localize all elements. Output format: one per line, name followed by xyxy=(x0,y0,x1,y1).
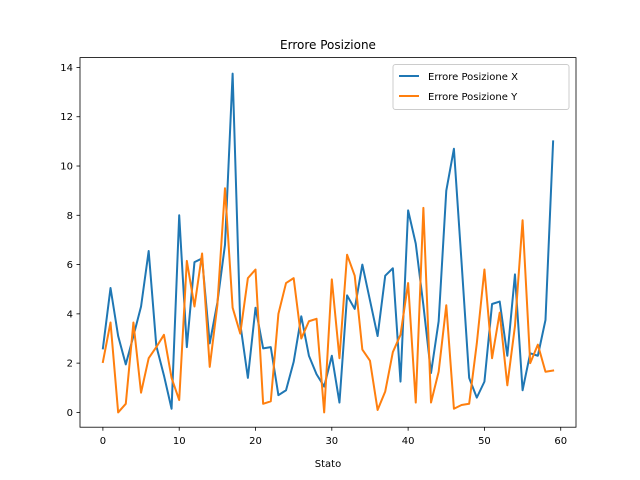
x-tick-label: 0 xyxy=(100,436,106,447)
y-tick-label: 10 xyxy=(60,162,73,173)
y-tick-label: 6 xyxy=(67,260,73,271)
x-tick-label: 40 xyxy=(402,436,415,447)
x-tick-label: 50 xyxy=(478,436,491,447)
chart-title: Errore Posizione xyxy=(280,38,376,52)
plot-lines xyxy=(101,72,555,414)
x-axis-label: Stato xyxy=(315,459,341,470)
x-tick-label: 30 xyxy=(325,436,338,447)
legend-box xyxy=(392,64,570,110)
y-tick-label: 14 xyxy=(60,63,73,74)
y-tick-label: 8 xyxy=(67,211,73,222)
series-line-2 xyxy=(101,187,555,414)
y-tick-label: 4 xyxy=(67,309,73,320)
y-axis-ticks: 0 2 4 6 8 10 12 14 xyxy=(60,63,80,419)
x-tick-label: 20 xyxy=(249,436,262,447)
legend: Errore Posizione X Errore Posizione Y xyxy=(392,64,570,110)
y-tick-label: 12 xyxy=(60,112,73,123)
legend-label-1: Errore Posizione X xyxy=(428,72,518,83)
plot-frame xyxy=(79,57,577,428)
x-tick-label: 10 xyxy=(173,436,186,447)
legend-label-2: Errore Posizione Y xyxy=(428,92,518,103)
x-axis-ticks: 0 10 20 30 40 50 60 xyxy=(100,427,567,447)
series-line-1 xyxy=(101,72,555,410)
y-tick-label: 2 xyxy=(67,359,73,370)
y-tick-label: 0 xyxy=(67,408,73,419)
x-tick-label: 60 xyxy=(554,436,567,447)
